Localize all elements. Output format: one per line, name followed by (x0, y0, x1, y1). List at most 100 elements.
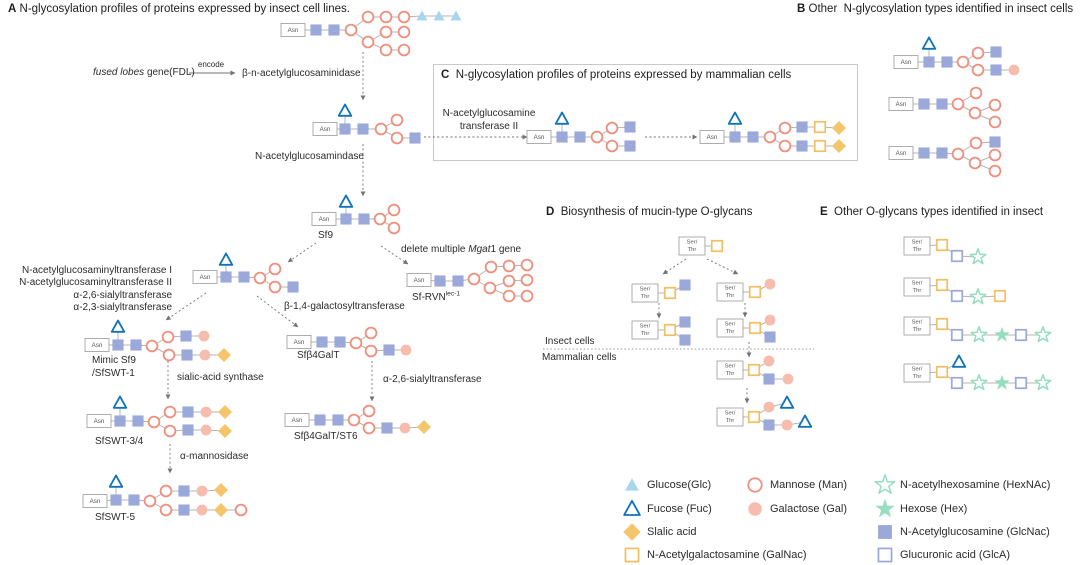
svg-text:Asn: Asn (292, 417, 303, 424)
mannose-icon (373, 212, 387, 226)
svg-text:Asn: Asn (92, 342, 103, 349)
beta-n-acetylglucosaminidase-label: β-n-acetylglucosaminidase (242, 68, 361, 79)
panel-c-text: N-glycosylation profiles of proteins exp… (449, 69, 792, 81)
mannose-icon (520, 258, 534, 272)
glycan-e-type-3: Ser/Thr (903, 316, 1052, 343)
mannose-icon (605, 139, 619, 153)
mannose-icon (502, 274, 516, 288)
galnac-icon (747, 363, 761, 377)
glcnac-icon (936, 98, 948, 110)
glycan-d-insect-left-1: Ser/Thr (631, 279, 691, 303)
glcnac-icon (747, 131, 759, 143)
glycan-a-precursor: Asn (280, 10, 462, 57)
legend-item: Mannose (Man) (747, 477, 847, 493)
gnt-i-label: N-acetylglucosaminyltransferase I (22, 265, 172, 276)
ser-thr-box: Ser/Thr (716, 318, 744, 338)
glca-icon (950, 249, 964, 263)
ser-thr-box: Ser/Thr (903, 236, 931, 256)
legend-label: Fucose (Fuc) (647, 503, 712, 515)
insect-cells-label: Insect cells (545, 336, 594, 347)
hexnac-icon (1034, 326, 1052, 343)
glcnac-icon (220, 271, 232, 283)
glcnac-icon (178, 504, 190, 516)
svg-text:Ser/: Ser/ (725, 363, 736, 369)
glca-icon (950, 328, 964, 342)
galnac-icon (935, 317, 949, 331)
glucose-icon (625, 478, 639, 491)
asn-box: Asn (82, 494, 108, 508)
glycan-d-mammal-1: Ser/Thr (716, 355, 794, 385)
mannose-icon (988, 148, 1002, 162)
svg-text:Thr: Thr (726, 329, 735, 335)
sfswt5-label: SfSWT-5 (95, 512, 135, 523)
n-acetylglucosamindase-label: N-acetylglucosamindase (255, 151, 364, 162)
left-to-mimic-arrow (165, 292, 207, 321)
fdl-gene-label: fused lobes gene(FDL) (93, 67, 195, 78)
mannose-icon (145, 339, 159, 353)
legend-label: N-Acetylgalactosamine (GalNac) (647, 549, 807, 561)
glca-icon (1014, 376, 1028, 390)
glcnac-icon (679, 316, 691, 328)
mannose-icon (968, 156, 982, 170)
hexose-icon (994, 326, 1010, 342)
panel-b-text: Other N-glycosylation types identified i… (805, 3, 1074, 15)
mannose-icon (956, 55, 970, 69)
galactose-icon (399, 422, 411, 434)
ser-thr-box: Ser/Thr (903, 277, 931, 297)
galnac-icon (663, 286, 677, 300)
galnac-icon (748, 321, 762, 335)
gnt2-line1-label: N-acetylglucosamine (443, 108, 536, 119)
mannose-icon (971, 46, 985, 60)
mannose-icon (951, 97, 965, 111)
hexose-icon (875, 498, 895, 518)
glucose-icon (416, 10, 428, 21)
mannose-icon (483, 281, 497, 295)
glcnac-icon (729, 131, 741, 143)
galnac-icon (624, 547, 640, 563)
glcnac-icon (128, 494, 140, 506)
svg-text:Asn: Asn (534, 134, 545, 141)
glcnac-icon (624, 140, 636, 152)
mannose-icon (971, 63, 985, 77)
mannose-icon (397, 25, 411, 39)
mannose-icon (988, 98, 1002, 112)
sf9-label: Sf9 (318, 230, 333, 241)
svg-text:Thr: Thr (688, 247, 697, 253)
legend-item: Glucuronic acid (GlcA) (877, 547, 1010, 563)
glcnac-icon (434, 275, 446, 287)
mannose-icon (361, 10, 375, 24)
glcnac-icon (923, 56, 935, 68)
glcnac-icon (181, 349, 193, 361)
fucose-icon (337, 103, 353, 117)
mannose-icon (520, 289, 534, 303)
mannose-icon (390, 113, 404, 127)
glcnac-icon (110, 494, 122, 506)
glcnac-icon (764, 331, 776, 343)
mannose-icon (747, 477, 763, 493)
sialic-acid-icon (218, 424, 232, 438)
asn-box: Asn (280, 23, 306, 37)
svg-text:Thr: Thr (913, 247, 922, 253)
hexnac-icon (1034, 374, 1052, 391)
mannose-icon (159, 503, 173, 517)
svg-text:Ser/: Ser/ (725, 410, 736, 416)
ser-thr-box: Ser/Thr (903, 316, 931, 336)
panel-d-title: D Biosynthesis of mucin-type O-glycans (546, 206, 752, 218)
glcnac-icon (409, 132, 421, 144)
mannose-icon (159, 484, 173, 498)
glcnac-icon (679, 279, 691, 291)
galnac-icon (710, 239, 724, 253)
svg-text:Asn: Asn (707, 134, 718, 141)
asn-box: Asn (192, 270, 218, 284)
svg-text:Ser/: Ser/ (725, 321, 736, 327)
mannose-icon (467, 272, 481, 286)
glycan-d-insect-right-2: Ser/Thr (716, 314, 776, 343)
galactose-icon (196, 504, 208, 516)
mannose-icon (969, 86, 983, 100)
svg-text:Asn: Asn (319, 216, 330, 223)
svg-text:Asn: Asn (896, 101, 907, 108)
glycan-e-type-1: Ser/Thr (903, 236, 987, 265)
sfb4galt-st6-label: Sfβ4GalT/ST6 (294, 431, 358, 442)
glcnac-icon (624, 121, 636, 133)
